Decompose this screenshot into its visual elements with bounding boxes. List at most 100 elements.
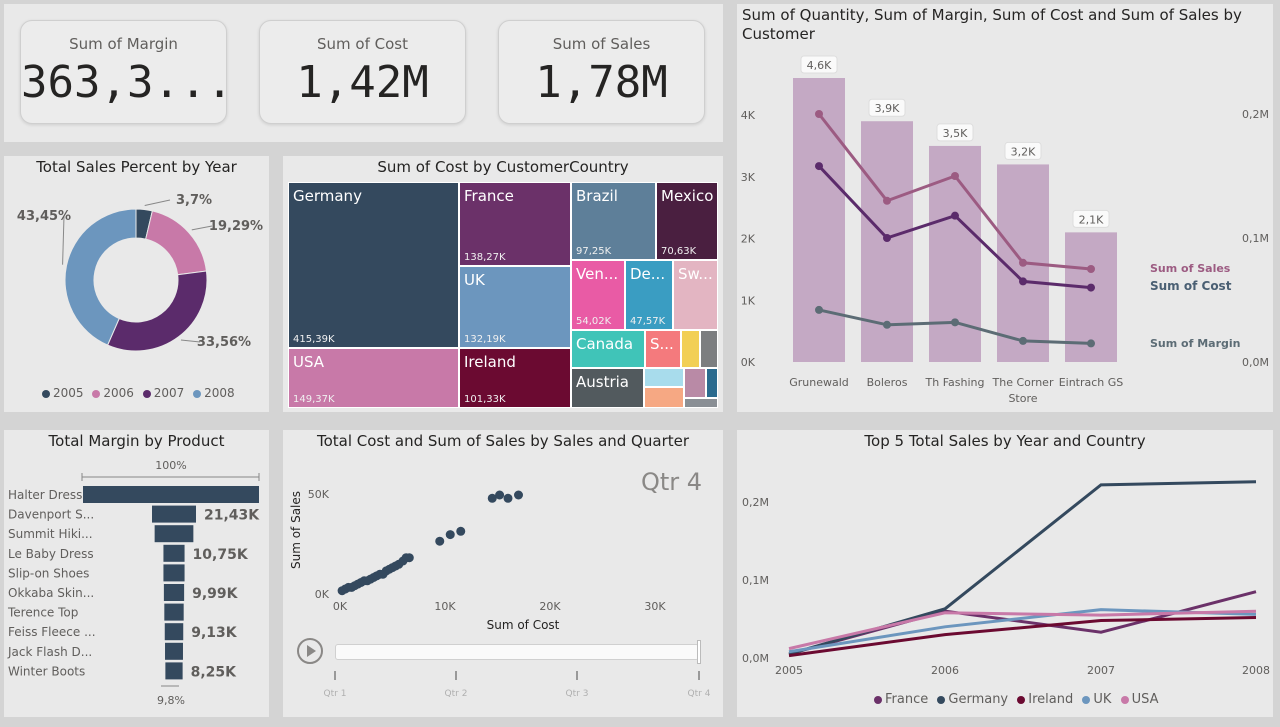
treemap-panel[interactable]: Sum of Cost by CustomerCountry Germany 41… bbox=[283, 156, 723, 412]
treemap-tile-small-4[interactable] bbox=[644, 387, 684, 408]
funnel-bar[interactable] bbox=[164, 603, 184, 621]
scatter-point[interactable] bbox=[445, 530, 455, 540]
donut-panel[interactable]: Total Sales Percent by Year 3,7% 19,29% 33… bbox=[4, 156, 269, 412]
combo-chart[interactable]: 0K 1K 2K 3K 4K 0,0M 0,1M 0,2M 4,6K 3,9K 3,5K 3,2K 2,… bbox=[737, 4, 1273, 412]
sales-point bbox=[815, 110, 823, 118]
treemap-tile-small-5[interactable] bbox=[684, 368, 706, 398]
legend-item-2006[interactable]: 2006 bbox=[92, 386, 134, 400]
kpi-card-cost[interactable]: Sum of Cost 1,42M bbox=[259, 20, 466, 124]
donut-slice[interactable] bbox=[106, 270, 208, 352]
legend-label: Ireland bbox=[1028, 692, 1074, 707]
treemap-tile-venezuela[interactable]: Ven... 54,02K bbox=[571, 260, 625, 330]
x-tick-label: 10K bbox=[434, 600, 456, 613]
combo-panel[interactable]: Sum of Quantity, Sum of Margin, Sum of C… bbox=[737, 4, 1273, 412]
funnel-category-label: Le Baby Dress bbox=[8, 547, 94, 561]
treemap-tile-ireland[interactable]: Ireland 101,33K bbox=[459, 348, 571, 408]
treemap-tile-mexico[interactable]: Mexico 70,63K bbox=[656, 182, 718, 260]
treemap-tile-small-7[interactable] bbox=[684, 398, 718, 408]
kpi-card-sales[interactable]: Sum of Sales 1,78M bbox=[498, 20, 705, 124]
treemap-tile-canada[interactable]: Canada bbox=[571, 330, 645, 368]
leader-line bbox=[144, 199, 171, 206]
donut-slice[interactable] bbox=[64, 208, 137, 346]
treemap-tile-denmark[interactable]: De... 47,57K bbox=[625, 260, 673, 330]
timeline-handle[interactable] bbox=[697, 640, 701, 664]
legend-label: 2007 bbox=[153, 386, 185, 400]
timeline-label: Qtr 3 bbox=[566, 689, 589, 699]
scatter-point[interactable] bbox=[456, 526, 466, 536]
scatter-point[interactable] bbox=[503, 493, 513, 503]
scatter-panel[interactable]: Total Cost and Sum of Sales by Sales and… bbox=[283, 430, 723, 717]
tile-name: Canada bbox=[576, 335, 634, 353]
data-label: 3,9K bbox=[875, 102, 900, 115]
donut-data-label: 43,45% bbox=[17, 209, 71, 224]
treemap-tile-austria[interactable]: Austria bbox=[571, 368, 644, 408]
scatter-point[interactable] bbox=[514, 490, 523, 500]
funnel-panel[interactable]: Total Margin by Product 100% Halter Dress… bbox=[4, 430, 269, 717]
quantity-bar[interactable] bbox=[793, 78, 845, 362]
margin-point bbox=[883, 320, 891, 329]
legend-item-germany[interactable]: Germany bbox=[937, 692, 1008, 707]
leader-line bbox=[191, 225, 213, 231]
treemap-tile-germany[interactable]: Germany 415,39K bbox=[288, 182, 459, 348]
tile-value: 415,39K bbox=[293, 334, 335, 345]
legend-item-2007[interactable]: 2007 bbox=[142, 386, 185, 400]
treemap-tile-small-2[interactable] bbox=[700, 330, 718, 368]
scatter-chart[interactable]: 0K 10K 20K 30K 0K 50K Sum of Cost Sum of Sales Q… bbox=[283, 430, 723, 717]
line-legend[interactable]: France Germany Ireland UK USA bbox=[874, 692, 1163, 707]
treemap-tile-brazil[interactable]: Brazil 97,25K bbox=[571, 182, 656, 260]
kpi-label: Sum of Cost bbox=[317, 35, 408, 53]
play-button[interactable] bbox=[297, 638, 323, 664]
scatter-point[interactable] bbox=[435, 536, 445, 546]
legend-item-2005[interactable]: 2005 bbox=[42, 386, 84, 400]
funnel-bar[interactable] bbox=[163, 584, 185, 601]
tile-name: S... bbox=[650, 335, 674, 353]
legend-item-2008[interactable]: 2008 bbox=[193, 386, 235, 400]
line-title: Top 5 Total Sales by Year and Country bbox=[864, 432, 1146, 450]
y-tick-label: 3K bbox=[741, 171, 756, 184]
treemap-tile-small-3[interactable] bbox=[644, 368, 684, 387]
treemap-tile-usa[interactable]: USA 149,37K bbox=[288, 348, 459, 408]
funnel-bar[interactable] bbox=[165, 642, 183, 660]
tile-name: Austria bbox=[576, 373, 629, 391]
tile-value: 97,25K bbox=[576, 246, 612, 257]
treemap-tile-sweden[interactable]: Sw... bbox=[673, 260, 718, 330]
treemap-tile-small-6[interactable] bbox=[706, 368, 718, 398]
treemap-tile-s[interactable]: S... bbox=[645, 330, 681, 368]
scatter-point[interactable] bbox=[495, 490, 505, 500]
funnel-bar[interactable] bbox=[152, 505, 196, 523]
scatter-point[interactable] bbox=[487, 493, 497, 503]
funnel-data-label: 9,99K bbox=[192, 586, 239, 602]
funnel-chart[interactable]: 100% Halter Dress Davenport S... 21,43K Summ… bbox=[4, 430, 269, 717]
funnel-bar[interactable] bbox=[163, 544, 185, 562]
data-label-box bbox=[868, 98, 906, 117]
line-panel[interactable]: Top 5 Total Sales by Year and Country 0,… bbox=[737, 430, 1273, 717]
timeline-track[interactable] bbox=[335, 644, 699, 660]
funnel-bar[interactable] bbox=[164, 623, 184, 641]
margin-point bbox=[1087, 339, 1095, 348]
tile-value: 70,63K bbox=[661, 246, 697, 257]
donut-slice[interactable] bbox=[145, 210, 207, 276]
line-chart[interactable]: 0,0M 0,1M 0,2M 2005 2006 2007 2008 bbox=[737, 430, 1273, 717]
funnel-bar[interactable] bbox=[163, 564, 185, 582]
y-tick-label: 50K bbox=[308, 488, 330, 501]
donut-legend[interactable]: 2005 2006 2007 2008 bbox=[42, 386, 240, 400]
kpi-label: Sum of Margin bbox=[69, 35, 178, 53]
series-line[interactable] bbox=[788, 615, 1257, 658]
legend-item-uk[interactable]: UK bbox=[1082, 692, 1111, 707]
legend-item-ireland[interactable]: Ireland bbox=[1017, 692, 1073, 707]
funnel-bar[interactable] bbox=[154, 525, 194, 543]
donut-chart[interactable]: 3,7% 19,29% 33,56% 43,45% bbox=[4, 156, 269, 412]
treemap-tile-uk[interactable]: UK 132,19K bbox=[459, 266, 571, 348]
treemap-title: Sum of Cost by CustomerCountry bbox=[377, 158, 629, 176]
legend-item-france[interactable]: France bbox=[874, 692, 928, 707]
funnel-bar[interactable] bbox=[165, 662, 183, 680]
treemap-tile-small-1[interactable] bbox=[681, 330, 700, 368]
treemap-tile-france[interactable]: France 138,27K bbox=[459, 182, 571, 266]
series-line[interactable] bbox=[788, 609, 1257, 651]
tile-value: 101,33K bbox=[464, 394, 506, 405]
funnel-bar[interactable] bbox=[83, 486, 259, 503]
scatter-point[interactable] bbox=[404, 553, 414, 563]
sales-point bbox=[883, 196, 891, 205]
kpi-card-margin[interactable]: Sum of Margin 363,3... bbox=[20, 20, 233, 124]
legend-item-usa[interactable]: USA bbox=[1120, 692, 1158, 707]
